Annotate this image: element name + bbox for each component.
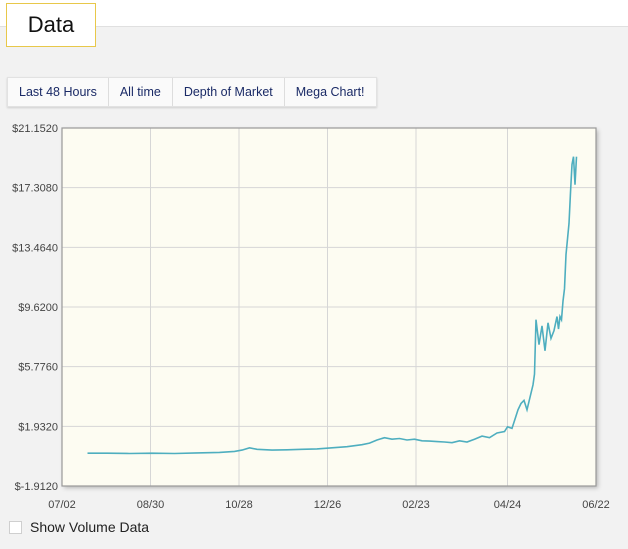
y-tick-label: $1.9320 bbox=[18, 421, 58, 433]
x-tick-label: 12/26 bbox=[314, 499, 342, 511]
depth-of-market-button[interactable]: Depth of Market bbox=[173, 78, 285, 106]
volume-toggle[interactable]: Show Volume Data bbox=[9, 519, 149, 535]
tab-data[interactable]: Data bbox=[6, 3, 96, 47]
x-tick-label: 10/28 bbox=[225, 499, 253, 511]
last-48-hours-button[interactable]: Last 48 Hours bbox=[8, 78, 109, 106]
y-tick-label: $13.4640 bbox=[12, 242, 58, 254]
x-tick-label: 06/22 bbox=[582, 499, 610, 511]
x-axis-ticks: 07/02 08/30 10/28 12/26 02/23 04/24 06/22 bbox=[48, 499, 610, 511]
y-tick-label: $-1.9120 bbox=[15, 481, 58, 493]
range-button-bar: Last 48 Hours All time Depth of Market M… bbox=[7, 77, 377, 107]
x-tick-label: 08/30 bbox=[137, 499, 165, 511]
x-tick-label: 07/02 bbox=[48, 499, 76, 511]
price-series-line bbox=[87, 156, 578, 455]
x-tick-label: 02/23 bbox=[402, 499, 430, 511]
mega-chart-button[interactable]: Mega Chart! bbox=[295, 85, 365, 99]
y-tick-label: $5.7760 bbox=[18, 362, 58, 374]
y-tick-label: $9.6200 bbox=[18, 302, 58, 314]
price-chart: $21.1520 $17.3080 $13.4640 $9.6200 $5.7760 $1… bbox=[12, 123, 610, 511]
all-time-button[interactable]: All time bbox=[109, 78, 173, 106]
y-axis-ticks: $21.1520 $17.3080 $13.4640 $9.6200 $5.7760 $1… bbox=[12, 123, 58, 493]
y-tick-label: $17.3080 bbox=[12, 183, 58, 195]
volume-toggle-label: Show Volume Data bbox=[30, 519, 150, 535]
x-tick-label: 04/24 bbox=[494, 499, 522, 511]
plot-border bbox=[61, 127, 597, 487]
top-bar bbox=[0, 0, 628, 27]
y-tick-label: $21.1520 bbox=[12, 123, 58, 135]
volume-checkbox[interactable] bbox=[9, 520, 22, 534]
